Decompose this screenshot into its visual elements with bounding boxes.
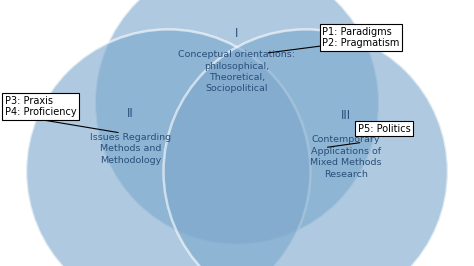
- Text: III: III: [341, 109, 351, 122]
- Text: P5: Politics: P5: Politics: [358, 124, 410, 134]
- Text: II: II: [127, 107, 134, 119]
- Ellipse shape: [95, 0, 379, 245]
- Text: P3: Praxis
P4: Proficiency: P3: Praxis P4: Proficiency: [5, 96, 76, 117]
- Text: Issues Regarding
Methods and
Methodology: Issues Regarding Methods and Methodology: [90, 133, 171, 165]
- Ellipse shape: [26, 29, 310, 266]
- Text: Contemporary
Applications of
Mixed Methods
Research: Contemporary Applications of Mixed Metho…: [310, 135, 382, 178]
- Text: Conceptual orientations:
philosophical,
Theoretical,
Sociopolitical: Conceptual orientations: philosophical, …: [179, 50, 295, 93]
- Text: P1: Paradigms
P2: Pragmatism: P1: Paradigms P2: Pragmatism: [322, 27, 400, 48]
- Text: I: I: [235, 27, 239, 40]
- Ellipse shape: [164, 29, 448, 266]
